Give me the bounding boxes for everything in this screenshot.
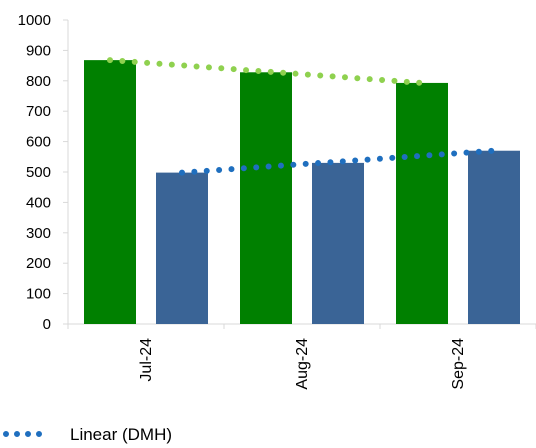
y-tick-label: 300 xyxy=(26,225,51,242)
bar-series-1-Aug-24 xyxy=(240,72,292,325)
y-tick-label: 800 xyxy=(26,73,51,90)
trendlines xyxy=(107,57,497,176)
y-tick-label: 400 xyxy=(26,194,51,211)
y-tick-label: 700 xyxy=(26,103,51,120)
bars xyxy=(84,60,520,325)
trendline-2 xyxy=(179,147,497,176)
category-label-Aug-24: Aug-24 xyxy=(294,338,311,390)
bar-series-2-Aug-24 xyxy=(312,162,364,324)
y-tick-label: 100 xyxy=(26,286,51,303)
y-tick-labels: 0 100 200 300 400 500 600 700 800 900 1000 xyxy=(18,12,51,333)
category-label-Jul-24: Jul-24 xyxy=(138,338,155,382)
y-tick-label: 500 xyxy=(26,164,51,181)
y-tick-label: 0 xyxy=(43,316,51,333)
trendline-1 xyxy=(107,57,425,86)
legend-label: Linear (DMH) xyxy=(70,425,172,444)
axes xyxy=(63,19,536,329)
y-tick-label: 200 xyxy=(26,255,51,272)
bar-series-1-Jul-24 xyxy=(84,60,136,325)
y-tick-label: 900 xyxy=(26,42,51,59)
y-tick-label: 600 xyxy=(26,134,51,151)
bar-series-1-Sep-24 xyxy=(396,82,448,324)
category-label-Sep-24: Sep-24 xyxy=(450,338,467,390)
bar-series-2-Jul-24 xyxy=(156,172,208,324)
category-labels: Jul-24 Aug-24 Sep-24 xyxy=(138,338,467,390)
y-tick-label: 1000 xyxy=(18,12,51,29)
legend: Linear (DMH) xyxy=(3,425,172,444)
bar-series-2-Sep-24 xyxy=(468,150,520,324)
